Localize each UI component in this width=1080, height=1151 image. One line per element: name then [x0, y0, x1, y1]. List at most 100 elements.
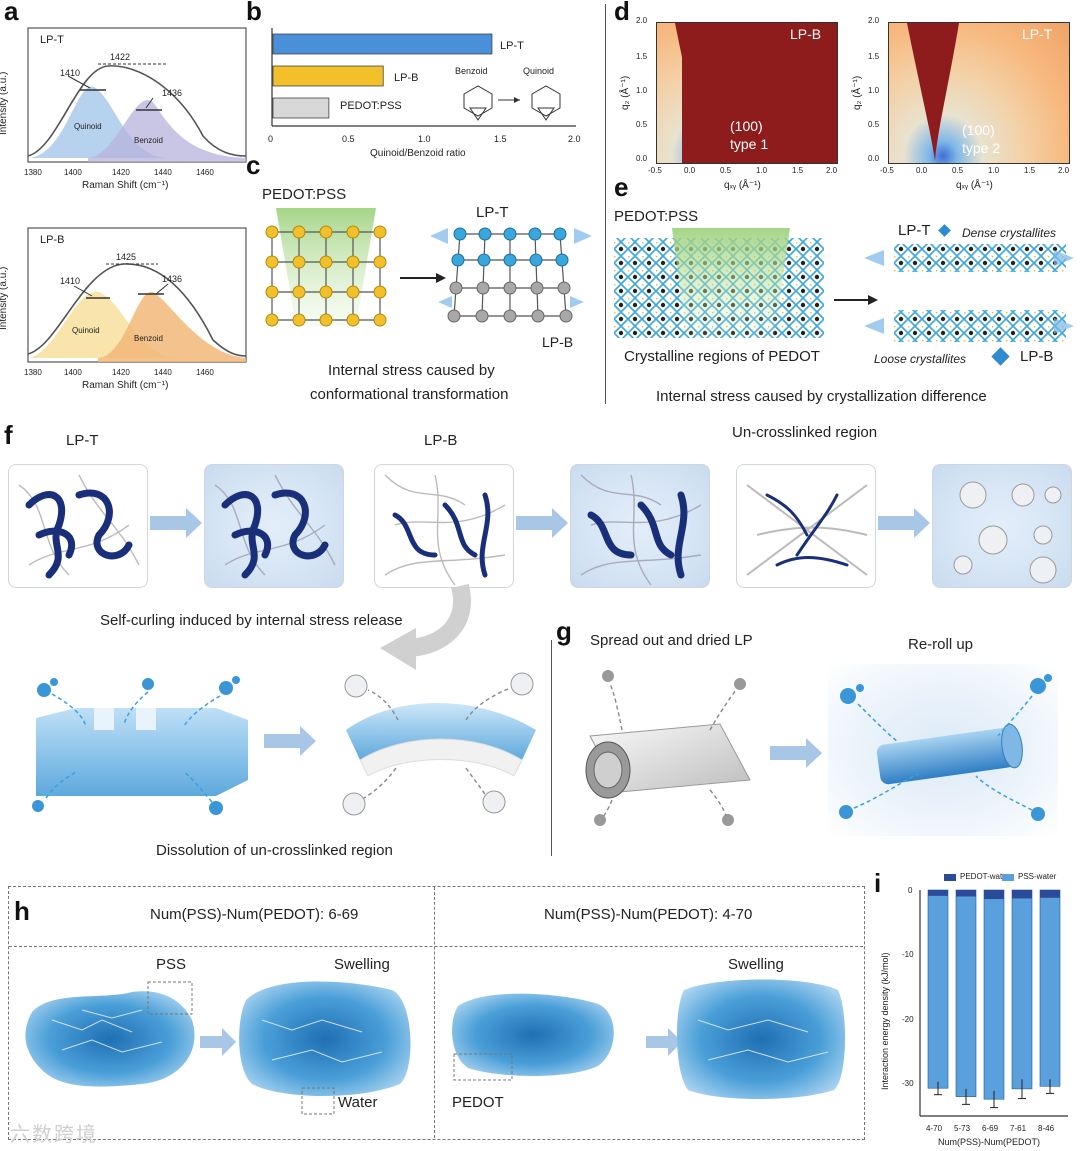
f-clusters	[953, 481, 1062, 584]
f-lpt: LP-T	[66, 432, 99, 449]
f-curled-film	[342, 672, 536, 816]
i-bar-pss-4-70	[927, 889, 949, 1089]
h-swelling-1: Swelling	[334, 956, 390, 973]
f-crosslinked-block	[32, 676, 248, 815]
raman-plot-lpt	[27, 27, 247, 163]
a-top-peak-center: 1422	[110, 52, 131, 62]
h-left-simulation	[25, 981, 411, 1115]
b-xtick-05: 0.5	[342, 134, 355, 144]
a-top-xtick-5: 1460	[196, 168, 214, 177]
b-xtick-0: 0	[268, 134, 274, 144]
b-bar-lp-b	[272, 65, 384, 87]
i-xtick-4: 7-61	[1010, 1124, 1027, 1133]
f-dissolution: Dissolution of un-crosslinked region	[156, 842, 393, 859]
h-mid-divider	[434, 887, 435, 1138]
b-xlabel: Quinoid/Benzoid ratio	[370, 148, 466, 159]
e-lpt: LP-T	[898, 222, 931, 239]
i-ytick-10: -10	[902, 950, 914, 959]
i-ytick-20: -20	[902, 1015, 914, 1024]
d-left-ylabel: q₂ (Å⁻¹)	[620, 75, 631, 110]
h-left-title: Num(PSS)-Num(PEDOT): 6-69	[150, 906, 359, 923]
giwaxs-wedge-lpb	[675, 23, 727, 161]
conformational-transformation-diagram	[265, 208, 592, 327]
b-label-pedotpss: PEDOT:PSS	[340, 100, 402, 112]
i-bar-pss-5-73	[955, 889, 977, 1097]
e-region: Crystalline regions of PEDOT	[624, 348, 820, 365]
a-top-xtick-4: 1440	[154, 168, 172, 177]
h-right-simulation	[452, 979, 846, 1099]
e-caption: Internal stress caused by crystallizatio…	[656, 388, 987, 405]
d-l-xtick-1: -0.5	[648, 166, 662, 175]
b-bar-pedot-pss	[272, 97, 330, 119]
a-bottom-xtick-4: 1440	[154, 368, 172, 377]
c-pedotpss: PEDOT:PSS	[262, 186, 347, 203]
h-outer-box	[8, 886, 865, 1140]
d-r-ytick-3: 1.0	[868, 86, 880, 95]
d-left-ann2: type 1	[730, 136, 769, 152]
d-r-xtick-3: 0.5	[952, 166, 964, 175]
f-tile-uncross-before	[736, 464, 876, 588]
d-r-ytick-4: 0.5	[868, 120, 880, 129]
a-ylabel-top: Intensity (a.u.)	[0, 71, 9, 135]
d-l-ytick-3: 1.0	[636, 86, 648, 95]
d-r-xtick-4: 1.0	[988, 166, 1000, 175]
b-label-lpt: LP-T	[500, 40, 524, 52]
f-chains-1	[18, 474, 140, 579]
divider-f-g	[551, 640, 552, 856]
e-loose: Loose crystallites	[874, 352, 967, 366]
b-label-lpb: LP-B	[394, 72, 419, 84]
i-bar-pedot-5-73	[956, 890, 976, 897]
h-pedot: PEDOT	[452, 1094, 504, 1111]
f-arrow-2-icon	[516, 508, 568, 538]
i-legend-pedot-swatch	[944, 874, 956, 881]
g-spread-film	[585, 670, 751, 826]
d-right-ylabel: q₂ (Å⁻¹)	[852, 75, 863, 110]
f-tile-lpt-after	[204, 464, 344, 588]
g-arrow-icon	[770, 738, 822, 768]
divider-c-de	[605, 4, 606, 404]
a-top-peak-right: 1436	[162, 88, 183, 98]
a-top-peak-left: 1410	[60, 68, 81, 78]
i-xtick-3: 6-69	[982, 1124, 999, 1133]
panel-label-a: a	[4, 0, 19, 26]
b-annotation-benzoid: Benzoid	[455, 66, 488, 76]
f-lpb: LP-B	[424, 432, 458, 449]
h-pss: PSS	[156, 956, 187, 973]
panel-label-b: b	[246, 0, 262, 26]
i-xlabel: Num(PSS)-Num(PEDOT)	[938, 1137, 1041, 1147]
a-top-xtick-1: 1380	[24, 168, 42, 177]
h-header-divider	[9, 946, 863, 947]
d-right-xlabel: qₓᵧ (Å⁻¹)	[956, 180, 993, 191]
d-l-ytick-5: 0.0	[636, 154, 648, 163]
d-l-xtick-6: 2.0	[826, 166, 838, 175]
giwaxs-map-lpb	[656, 22, 838, 164]
d-left-tag: LP-B	[790, 26, 822, 42]
a-bottom-xtick-3: 1420	[112, 368, 130, 377]
f-arrow-4-icon	[264, 726, 316, 756]
f-arrow-3-icon	[878, 508, 930, 538]
watermark: 六数跨境	[10, 1124, 98, 1146]
i-ytick-30: -30	[902, 1079, 914, 1088]
panel-label-i: i	[874, 868, 882, 898]
b-xtick-20: 2.0	[568, 134, 581, 144]
c-lpt: LP-T	[476, 204, 509, 221]
d-right-ann2: type 2	[962, 140, 1001, 156]
d-left-xlabel: qₓᵧ (Å⁻¹)	[724, 180, 761, 191]
d-r-xtick-6: 2.0	[1058, 166, 1070, 175]
i-legend-pedot: PEDOT-water	[960, 872, 1010, 881]
i-ytick-0: 0	[908, 886, 913, 895]
d-r-xtick-5: 1.5	[1024, 166, 1036, 175]
d-r-xtick-1: -0.5	[880, 166, 894, 175]
a-bottom-xlabel: Raman Shift (cm⁻¹)	[82, 380, 169, 391]
f-tile-uncross-after	[932, 464, 1072, 588]
a-bottom-xtick-5: 1460	[196, 368, 214, 377]
g-reroll: Re-roll up	[908, 636, 974, 653]
a-bottom-peak-center: 1425	[116, 252, 137, 262]
interaction-energy-bar-chart	[919, 889, 1068, 1117]
i-bar-pss-6-69	[983, 889, 1005, 1100]
b-xtick-10: 1.0	[418, 134, 431, 144]
g-spread: Spread out and dried LP	[590, 632, 753, 649]
i-bar-pss-8-46	[1039, 889, 1061, 1087]
f-chains-2	[214, 474, 336, 579]
benzoid-quinoid-structure	[463, 85, 561, 121]
